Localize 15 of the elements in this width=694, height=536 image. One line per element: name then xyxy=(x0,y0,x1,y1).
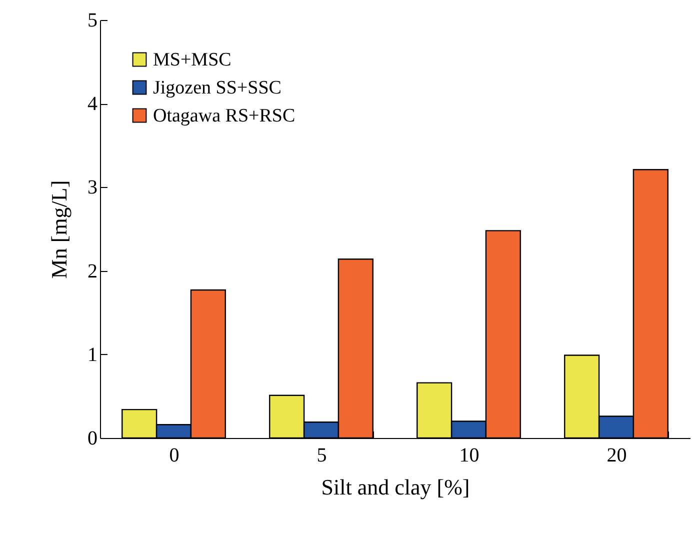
x-tick-label: 10 xyxy=(459,444,480,466)
x-tick-label: 20 xyxy=(606,444,627,466)
legend-label: MS+MSC xyxy=(153,50,232,70)
y-tick-label: 1 xyxy=(88,344,98,366)
x-axis-title: Silt and clay [%] xyxy=(321,474,470,500)
legend-label: Jigozen SS+SSC xyxy=(153,78,282,98)
x-tick-label: 0 xyxy=(169,444,180,466)
y-tick-label: 4 xyxy=(88,93,98,116)
y-axis-title: Mn [mg/L] xyxy=(46,180,72,279)
x-tick-label: 5 xyxy=(316,444,327,466)
y-tick-label: 0 xyxy=(88,428,98,450)
legend-label: Otagawa RS+RSC xyxy=(153,106,296,126)
y-tick-label: 3 xyxy=(88,176,98,199)
y-tick-label: 5 xyxy=(88,10,98,32)
y-tick-label: 2 xyxy=(88,260,98,282)
